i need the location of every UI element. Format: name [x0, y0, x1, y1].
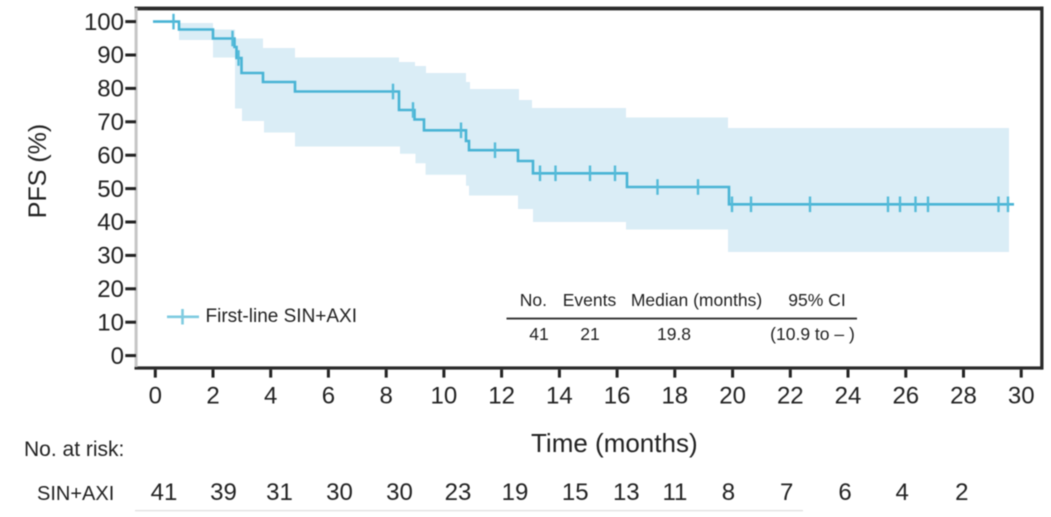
- svg-text:12: 12: [488, 383, 515, 410]
- svg-text:19.8: 19.8: [657, 324, 691, 344]
- svg-text:2: 2: [955, 479, 968, 506]
- svg-text:39: 39: [210, 479, 237, 506]
- svg-text:6: 6: [838, 479, 851, 506]
- svg-text:22: 22: [777, 383, 804, 410]
- svg-text:90: 90: [97, 42, 124, 69]
- svg-text:60: 60: [97, 142, 124, 169]
- svg-text:10: 10: [431, 383, 458, 410]
- svg-text:13: 13: [613, 479, 640, 506]
- svg-text:41: 41: [151, 479, 178, 506]
- svg-text:No. at risk:: No. at risk:: [24, 438, 124, 461]
- svg-text:28: 28: [950, 383, 977, 410]
- svg-text:0: 0: [149, 383, 162, 410]
- svg-text:50: 50: [97, 176, 124, 203]
- svg-text:70: 70: [97, 109, 124, 136]
- svg-text:20: 20: [719, 383, 746, 410]
- svg-text:30: 30: [326, 479, 353, 506]
- svg-text:2: 2: [206, 383, 219, 410]
- svg-text:10: 10: [97, 309, 124, 336]
- svg-text:40: 40: [97, 209, 124, 236]
- svg-text:30: 30: [386, 479, 413, 506]
- svg-text:8: 8: [380, 383, 393, 410]
- svg-text:95% CI: 95% CI: [788, 290, 845, 310]
- svg-text:20: 20: [97, 276, 124, 303]
- svg-text:First-line SIN+AXI: First-line SIN+AXI: [206, 306, 358, 327]
- svg-text:31: 31: [266, 479, 293, 506]
- svg-text:80: 80: [97, 76, 124, 103]
- svg-text:4: 4: [896, 479, 909, 506]
- svg-text:Time (months): Time (months): [531, 428, 698, 458]
- svg-text:11: 11: [662, 479, 687, 506]
- svg-text:7: 7: [780, 479, 793, 506]
- svg-text:14: 14: [546, 383, 573, 410]
- svg-text:23: 23: [445, 479, 472, 506]
- svg-text:0: 0: [111, 343, 124, 370]
- svg-text:No.: No.: [520, 290, 547, 310]
- svg-text:Events: Events: [563, 290, 617, 310]
- svg-text:19: 19: [502, 479, 529, 506]
- svg-text:4: 4: [264, 383, 277, 410]
- svg-text:21: 21: [580, 324, 599, 344]
- svg-text:(10.9 to – ): (10.9 to – ): [770, 324, 855, 344]
- svg-text:30: 30: [1008, 383, 1035, 410]
- svg-text:15: 15: [562, 479, 589, 506]
- svg-text:18: 18: [661, 383, 688, 410]
- svg-text:30: 30: [97, 243, 124, 270]
- svg-text:6: 6: [322, 383, 335, 410]
- svg-text:8: 8: [722, 479, 735, 506]
- svg-text:26: 26: [892, 383, 919, 410]
- svg-text:PFS (%): PFS (%): [24, 124, 52, 218]
- svg-text:100: 100: [84, 9, 124, 36]
- svg-text:41: 41: [529, 324, 548, 344]
- svg-text:SIN+AXI: SIN+AXI: [37, 483, 114, 505]
- svg-text:Median (months): Median (months): [631, 290, 762, 310]
- svg-text:24: 24: [835, 383, 862, 410]
- svg-text:16: 16: [604, 383, 631, 410]
